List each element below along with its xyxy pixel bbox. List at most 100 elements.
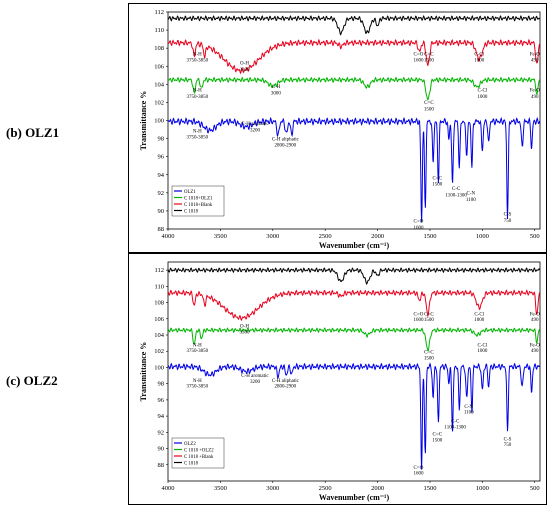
peak-annotation: 490	[531, 318, 539, 323]
legend-entry: OLZ2	[184, 442, 196, 447]
legend-entry: C 1018	[184, 461, 199, 466]
peak-annotation: 1000	[474, 59, 485, 64]
peak-annotation: 1600	[413, 318, 424, 323]
x-tick-label: 2000	[371, 485, 384, 492]
x-axis-title: Wavenumber (cm⁻¹)	[319, 241, 390, 250]
peak-annotation: 490	[531, 95, 539, 100]
y-tick-label: 108	[154, 45, 164, 52]
y-tick-label: 94	[158, 172, 165, 179]
peak-annotation: C=C	[433, 433, 443, 438]
peak-annotation: 3750-3850	[187, 59, 209, 64]
peak-annotation: C-S	[504, 437, 512, 442]
peak-annotation: 3750-3850	[187, 95, 209, 100]
peak-annotation: 1000	[474, 318, 485, 323]
y-tick-label: 102	[154, 348, 164, 355]
peak-annotation: C=O	[414, 220, 424, 225]
x-tick-label: 3500	[214, 485, 227, 492]
peak-annotation: 1100-1300	[444, 425, 466, 430]
peak-annotation: C=C	[424, 351, 434, 356]
x-tick-label: 1000	[476, 485, 489, 492]
peak-annotation: 1500	[424, 318, 435, 323]
series-line-3	[167, 362, 541, 470]
peak-annotation: 1500	[432, 438, 443, 443]
y-tick-label: 98	[158, 136, 165, 143]
y-tick-label: 88	[158, 462, 165, 469]
y-axis-title: Transmittance %	[139, 91, 148, 151]
y-tick-label: 112	[154, 9, 164, 16]
peak-annotation: C-Cl	[474, 52, 484, 57]
x-tick-label: 3500	[214, 233, 227, 240]
x-tick-label: 4000	[162, 485, 175, 492]
peak-annotation: 750	[504, 219, 512, 224]
legend-entry: C 1018+Blank	[184, 203, 213, 208]
y-tick-label: 98	[158, 381, 165, 388]
peak-annotation: C=C	[424, 313, 434, 318]
peak-annotation: 3750-3850	[187, 136, 209, 141]
legend-entry: C 1018 +OLZ2	[184, 448, 214, 453]
x-tick-label: 2500	[319, 485, 332, 492]
peak-annotation: Fe-O	[530, 313, 541, 318]
peak-annotation: 750	[504, 443, 512, 448]
peak-annotation: 1500	[424, 108, 435, 113]
peak-annotation: C=O	[414, 466, 424, 471]
y-tick-label: 92	[158, 190, 165, 197]
series-line-2	[167, 327, 541, 352]
peak-annotation: C-H	[272, 85, 281, 90]
peak-annotation: C-N	[464, 405, 473, 410]
peak-annotation: Fe-O	[530, 52, 541, 57]
peak-annotation: N-H	[193, 343, 202, 348]
peak-annotation: C-C	[452, 187, 461, 192]
peak-annotation: 1000	[477, 349, 488, 354]
peak-annotation: 1100	[464, 411, 474, 416]
x-tick-label: 2000	[371, 233, 384, 240]
x-tick-label: 500	[530, 233, 540, 240]
x-tick-label: 500	[530, 485, 540, 492]
peak-annotation: C-H aliphatic	[272, 137, 300, 142]
y-tick-label: 96	[158, 154, 165, 161]
legend-entry: C 1018 +Blank	[184, 455, 214, 460]
legend-entry: OLZ1	[184, 190, 196, 195]
peak-annotation: C=O	[414, 313, 424, 318]
y-tick-label: 90	[158, 446, 165, 453]
y-tick-label: 112	[154, 267, 164, 274]
peak-annotation: C=C	[424, 101, 434, 106]
y-tick-label: 106	[154, 316, 165, 323]
x-tick-label: 1000	[476, 233, 489, 240]
peak-annotation: 1500	[424, 59, 435, 64]
peak-annotation: 1100	[466, 198, 476, 203]
series-line-2	[168, 76, 541, 101]
peak-annotation: C=C	[424, 52, 434, 57]
y-tick-label: 110	[154, 283, 164, 290]
peak-annotation: 1600	[413, 472, 424, 477]
series-line-3	[167, 116, 541, 223]
peak-annotation: 1500	[424, 356, 435, 361]
peak-annotation: C=O	[414, 52, 424, 57]
peak-annotation: N-H	[193, 89, 202, 94]
y-tick-label: 90	[158, 208, 165, 215]
panel-frame-b	[128, 3, 547, 253]
series-line-1	[167, 38, 541, 75]
peak-annotation: C=C	[433, 176, 443, 181]
legend-entry: C 1018	[184, 209, 199, 214]
x-tick-label: 2500	[319, 233, 332, 240]
peak-annotation: 3300	[239, 330, 250, 335]
y-tick-label: 96	[158, 397, 165, 404]
peak-annotation: C-Cl	[474, 313, 484, 318]
peak-annotation: N-H	[193, 52, 202, 57]
peak-annotation: C-S	[504, 212, 512, 217]
y-tick-label: 94	[158, 413, 165, 420]
peak-annotation: C-Cl	[477, 343, 487, 348]
peak-annotation: 490	[531, 59, 539, 64]
peak-annotation: C-N	[467, 192, 476, 197]
peak-annotation: 1500	[432, 183, 443, 188]
peak-annotation: 2800-2900	[275, 144, 297, 149]
panel-frame-c	[128, 253, 547, 505]
peak-annotation: C-Cl	[477, 89, 487, 94]
y-tick-label: 108	[154, 300, 164, 307]
y-tick-label: 104	[154, 332, 165, 339]
x-tick-label: 1500	[423, 485, 436, 492]
peak-annotation: 3300	[239, 68, 250, 73]
panel-label-b: (b) OLZ1	[6, 125, 60, 140]
peak-annotation: 2800-2900	[275, 385, 297, 390]
